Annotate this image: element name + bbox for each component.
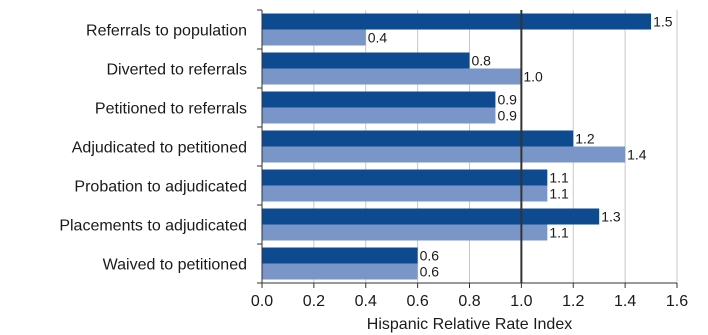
x-tick-label: 1.6 xyxy=(666,293,688,310)
bar xyxy=(262,263,418,280)
x-tick-label: 0.8 xyxy=(458,293,480,310)
bars xyxy=(262,13,652,280)
bar xyxy=(262,208,600,225)
bar xyxy=(262,29,366,46)
bar xyxy=(262,169,548,186)
data-label: 0.4 xyxy=(368,30,388,46)
data-labels: 1.50.40.81.00.90.91.21.41.11.11.31.10.60… xyxy=(368,14,673,280)
bar xyxy=(262,146,626,163)
x-tick-label: 0.2 xyxy=(303,293,325,310)
data-label: 0.8 xyxy=(472,53,492,69)
category-label: Adjudicated to petitioned xyxy=(72,140,247,157)
category-labels: Referrals to population Diverted to refer… xyxy=(59,23,247,274)
bar xyxy=(262,224,548,241)
data-label: 1.2 xyxy=(575,131,595,147)
bar xyxy=(262,130,574,147)
x-tick-label: 0.6 xyxy=(407,293,429,310)
bar xyxy=(262,52,470,69)
data-label: 0.6 xyxy=(420,248,440,264)
category-label: Petitioned to referrals xyxy=(95,101,247,118)
data-label: 1.1 xyxy=(549,186,569,202)
category-label: Waived to petitioned xyxy=(103,257,247,274)
category-label: Probation to adjudicated xyxy=(74,179,247,196)
data-label: 1.1 xyxy=(549,225,569,241)
bar xyxy=(262,91,496,108)
bar xyxy=(262,68,522,85)
data-label: 1.4 xyxy=(627,147,647,163)
x-axis-title: Hispanic Relative Rate Index xyxy=(367,316,572,333)
bar xyxy=(262,107,496,124)
bar xyxy=(262,13,652,30)
data-label: 0.6 xyxy=(420,264,440,280)
x-tick-label: 1.2 xyxy=(562,293,584,310)
category-label: Placements to adjudicated xyxy=(59,218,247,235)
data-label: 1.0 xyxy=(523,69,543,85)
x-tick-labels: 0.0 0.2 0.4 0.6 0.8 1.0 1.2 1.4 1.6 xyxy=(251,293,688,310)
data-label: 1.5 xyxy=(653,14,673,30)
category-label: Diverted to referrals xyxy=(107,62,248,79)
x-tick-label: 1.4 xyxy=(614,293,636,310)
axes xyxy=(257,9,678,288)
bar xyxy=(262,247,418,264)
x-tick-label: 0.0 xyxy=(251,293,273,310)
x-tick-label: 1.0 xyxy=(510,293,532,310)
data-label: 0.9 xyxy=(497,92,517,108)
x-tick-label: 0.4 xyxy=(355,293,377,310)
category-label: Referrals to population xyxy=(86,23,247,40)
bar xyxy=(262,185,548,202)
data-label: 1.3 xyxy=(601,209,621,225)
data-label: 1.1 xyxy=(549,170,569,186)
data-label: 0.9 xyxy=(497,108,517,124)
